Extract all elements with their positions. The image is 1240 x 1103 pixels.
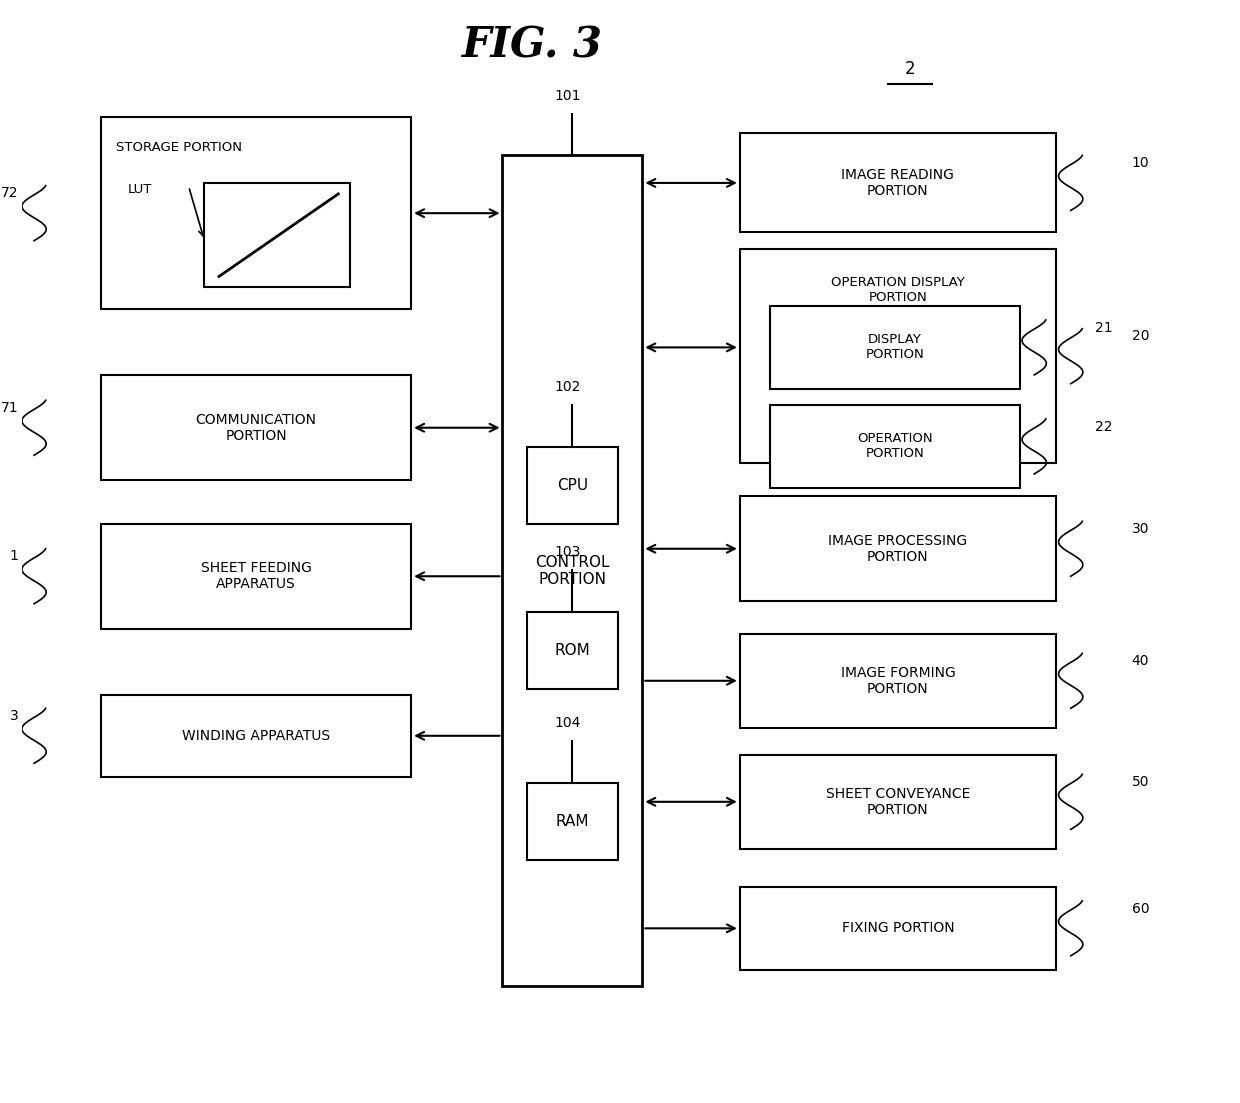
Bar	[205, 183, 351, 288]
Text: 50: 50	[1132, 775, 1149, 789]
Bar	[100, 117, 412, 310]
Text: SHEET CONVEYANCE
PORTION: SHEET CONVEYANCE PORTION	[826, 786, 970, 817]
Bar	[770, 405, 1019, 488]
Bar	[740, 249, 1056, 463]
Text: OPERATION
PORTION: OPERATION PORTION	[857, 432, 932, 460]
Bar	[527, 782, 618, 859]
Bar	[740, 133, 1056, 233]
Text: 21: 21	[1095, 321, 1112, 334]
Text: CPU: CPU	[557, 478, 588, 493]
Bar	[502, 156, 642, 986]
Text: RAM: RAM	[556, 814, 589, 828]
Text: 3: 3	[10, 709, 19, 722]
Bar	[100, 375, 412, 480]
Text: FIG. 3: FIG. 3	[463, 24, 604, 66]
Bar	[527, 612, 618, 689]
Bar	[740, 496, 1056, 601]
Text: 103: 103	[554, 545, 580, 559]
Text: ROM: ROM	[554, 643, 590, 658]
Text: 40: 40	[1132, 654, 1149, 668]
Text: DISPLAY
PORTION: DISPLAY PORTION	[866, 333, 924, 362]
Text: OPERATION DISPLAY
PORTION: OPERATION DISPLAY PORTION	[831, 277, 965, 304]
Text: 72: 72	[1, 186, 19, 201]
Text: 30: 30	[1132, 522, 1149, 536]
Text: CONTROL
PORTION: CONTROL PORTION	[536, 555, 610, 587]
Text: 102: 102	[554, 381, 580, 394]
Text: IMAGE PROCESSING
PORTION: IMAGE PROCESSING PORTION	[828, 534, 967, 564]
Text: 101: 101	[554, 88, 580, 103]
Text: FIXING PORTION: FIXING PORTION	[842, 921, 955, 935]
Text: 60: 60	[1132, 901, 1149, 915]
Text: WINDING APPARATUS: WINDING APPARATUS	[182, 729, 330, 742]
Text: 20: 20	[1132, 330, 1149, 343]
Text: 1: 1	[10, 549, 19, 564]
Text: 22: 22	[1095, 419, 1112, 433]
Text: 2: 2	[905, 61, 915, 78]
Text: STORAGE PORTION: STORAGE PORTION	[115, 141, 242, 154]
Text: 10: 10	[1132, 157, 1149, 170]
Text: IMAGE READING
PORTION: IMAGE READING PORTION	[842, 168, 955, 199]
Text: 104: 104	[554, 716, 580, 730]
Bar	[100, 695, 412, 777]
Bar	[740, 634, 1056, 728]
Text: 71: 71	[1, 400, 19, 415]
Bar	[740, 887, 1056, 970]
Bar	[740, 756, 1056, 848]
Text: SHEET FEEDING
APPARATUS: SHEET FEEDING APPARATUS	[201, 561, 311, 591]
Text: COMMUNICATION
PORTION: COMMUNICATION PORTION	[196, 413, 316, 442]
Bar	[770, 307, 1019, 388]
Text: LUT: LUT	[128, 183, 153, 196]
Bar	[527, 447, 618, 524]
Text: IMAGE FORMING
PORTION: IMAGE FORMING PORTION	[841, 666, 955, 696]
Bar	[100, 524, 412, 629]
